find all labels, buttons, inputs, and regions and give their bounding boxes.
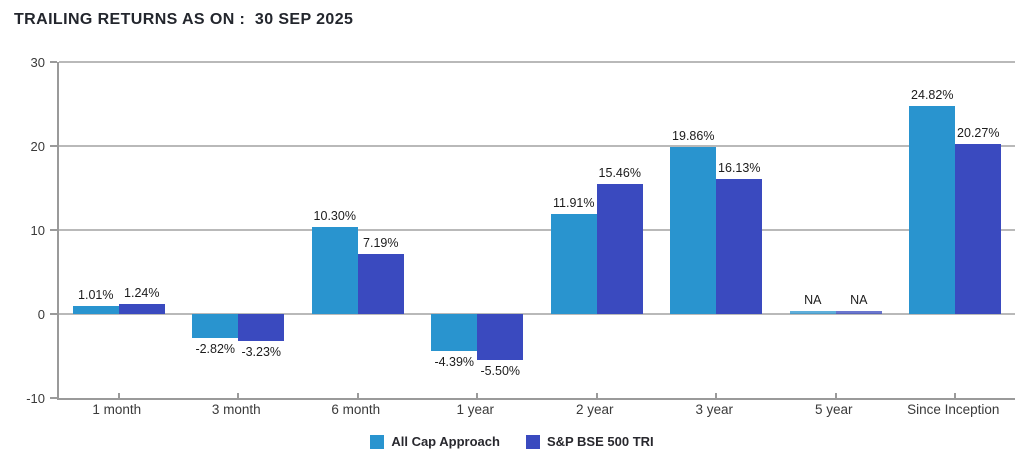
bar-s-p-bse-500-tri xyxy=(477,314,524,361)
bar-s-p-bse-500-tri xyxy=(955,143,1002,314)
bar-value-label: 19.86% xyxy=(672,129,715,144)
bar-value-label: -3.23% xyxy=(241,345,282,360)
x-category-label: 5 year xyxy=(814,402,853,417)
bar-all-cap-approach xyxy=(311,227,358,314)
legend-swatch-all-cap-approach xyxy=(370,434,385,449)
x-tick-mark xyxy=(476,393,479,399)
bar-all-cap-approach xyxy=(550,213,597,314)
legend-item-sp-bse-500-tri: S&P BSE 500 TRI xyxy=(525,434,654,449)
legend-label-sp-bse-500-tri: S&P BSE 500 TRI xyxy=(546,434,654,449)
bar-value-label: 10.30% xyxy=(313,209,356,224)
x-category-label: 1 month xyxy=(92,402,142,417)
y-tick-label-20: 20 xyxy=(30,139,45,154)
bar-all-cap-approach xyxy=(72,305,119,314)
bar-value-label: 16.13% xyxy=(718,160,761,175)
x-tick-mark xyxy=(117,393,120,399)
y-tick-mark-20 xyxy=(50,145,57,147)
x-category-label: 1 year xyxy=(456,402,495,417)
bar-value-label: 20.27% xyxy=(957,125,1000,140)
y-axis: 30 20 10 0 -10 xyxy=(0,55,49,406)
x-tick-mark xyxy=(834,393,837,399)
bar-all-cap-approach xyxy=(909,105,956,314)
x-tick-mark xyxy=(715,393,718,399)
bar-value-label: 1.01% xyxy=(78,287,114,302)
x-category-label: Since Inception xyxy=(907,402,1000,417)
bar-value-label: 24.82% xyxy=(911,87,954,102)
gridline-y-0 xyxy=(59,313,1015,315)
gridline-y-20 xyxy=(59,145,1015,147)
bar-value-label: -4.39% xyxy=(434,354,475,369)
x-tick-mark xyxy=(356,393,359,399)
gridline-y-30 xyxy=(59,61,1015,63)
bar-value-label: NA xyxy=(804,293,822,307)
y-tick-label-10: 10 xyxy=(30,223,45,238)
bar-s-p-bse-500-tri xyxy=(835,311,882,314)
bar-s-p-bse-500-tri xyxy=(596,184,643,314)
chart-title: TRAILING RETURNS AS ON : 30 SEP 2025 xyxy=(14,11,354,28)
bar-s-p-bse-500-tri xyxy=(238,314,285,342)
legend-item-all-cap-approach: All Cap Approach xyxy=(370,434,500,449)
y-tick-mark--10 xyxy=(50,397,57,399)
x-tick-mark xyxy=(954,393,957,399)
bar-s-p-bse-500-tri xyxy=(716,178,763,314)
legend-label-all-cap-approach: All Cap Approach xyxy=(391,434,500,449)
y-tick-label-30: 30 xyxy=(30,55,45,70)
bar-value-label: NA xyxy=(850,293,868,307)
plot-area: 1.01% 1.24% -2.82% -3.23% 10.30% 7.19% -4.39% -… xyxy=(50,61,1015,400)
legend-swatch-sp-bse-500-tri xyxy=(525,434,540,449)
y-tick-label--10: -10 xyxy=(26,391,45,406)
gridline-y-10 xyxy=(59,229,1015,231)
bar-s-p-bse-500-tri xyxy=(357,253,404,314)
y-tick-mark-10 xyxy=(50,229,57,231)
x-category-label: 3 month xyxy=(211,402,261,417)
y-tick-label-0: 0 xyxy=(37,307,45,322)
bar-value-label: 7.19% xyxy=(363,235,399,250)
bar-all-cap-approach xyxy=(192,314,239,338)
bar-all-cap-approach xyxy=(670,147,717,314)
y-tick-mark-30 xyxy=(50,61,57,63)
x-category-label: 6 month xyxy=(331,402,381,417)
bar-all-cap-approach xyxy=(431,314,478,351)
legend: All Cap Approach S&P BSE 500 TRI xyxy=(0,434,1024,449)
x-tick-mark xyxy=(595,393,598,399)
x-tick-mark xyxy=(237,393,240,399)
y-tick-mark-0 xyxy=(50,313,57,315)
bar-value-label: 11.91% xyxy=(553,195,595,210)
x-axis: 1 month 3 month 6 month 1 year 2 year 3 year 5… xyxy=(57,402,1013,417)
x-category-label: 2 year xyxy=(575,402,614,417)
bar-value-label: 15.46% xyxy=(598,166,641,181)
x-category-label: 3 year xyxy=(695,402,734,417)
bar-s-p-bse-500-tri xyxy=(118,303,165,314)
bar-all-cap-approach xyxy=(789,311,836,314)
bar-value-label: -2.82% xyxy=(195,341,236,356)
bar-value-label: 1.24% xyxy=(124,285,160,300)
bar-value-label: -5.50% xyxy=(480,364,521,379)
